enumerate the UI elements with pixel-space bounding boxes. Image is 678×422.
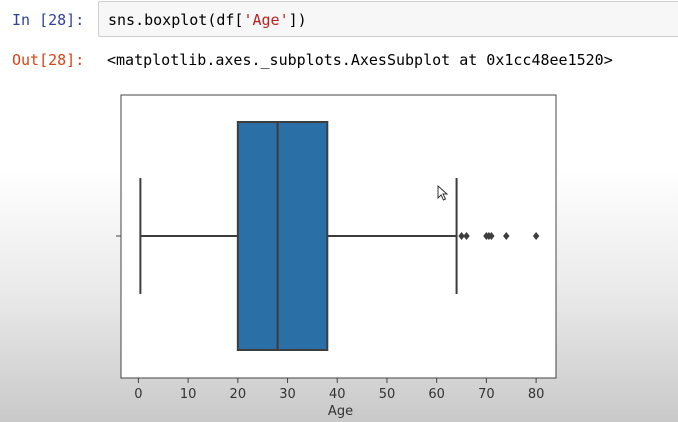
x-tick-label: 10 <box>180 387 197 402</box>
x-tick-label: 0 <box>134 387 142 402</box>
outlier-point <box>458 232 465 240</box>
x-tick-label: 50 <box>379 387 396 402</box>
code-string: 'Age' <box>243 11 289 29</box>
x-tick-label: 80 <box>528 387 545 402</box>
outlier-point <box>503 232 510 240</box>
output-prompt: Out[28]: <box>12 51 85 69</box>
code-text[interactable]: sns.boxplot(df['Age']) <box>108 10 307 30</box>
code-prefix: sns.boxplot(df[ <box>108 11 244 29</box>
outlier-point <box>463 232 470 240</box>
input-prompt: In [28]: <box>12 11 85 29</box>
x-tick-label: 30 <box>279 387 296 402</box>
x-axis-label: Age <box>328 404 353 419</box>
x-tick-label: 20 <box>230 387 247 402</box>
box-iqr <box>236 121 329 351</box>
outlier-point <box>532 232 540 240</box>
code-suffix: ]) <box>288 11 307 29</box>
x-tick-label: 60 <box>428 387 445 402</box>
mouse-cursor-icon <box>437 185 449 201</box>
x-tick-label: 40 <box>329 387 346 402</box>
x-tick-label: 70 <box>478 387 495 402</box>
code-cell[interactable]: sns.boxplot(df['Age']) <box>98 1 678 37</box>
outlier-point <box>488 232 495 240</box>
output-text: <matplotlib.axes._subplots.AxesSubplot a… <box>107 51 613 69</box>
